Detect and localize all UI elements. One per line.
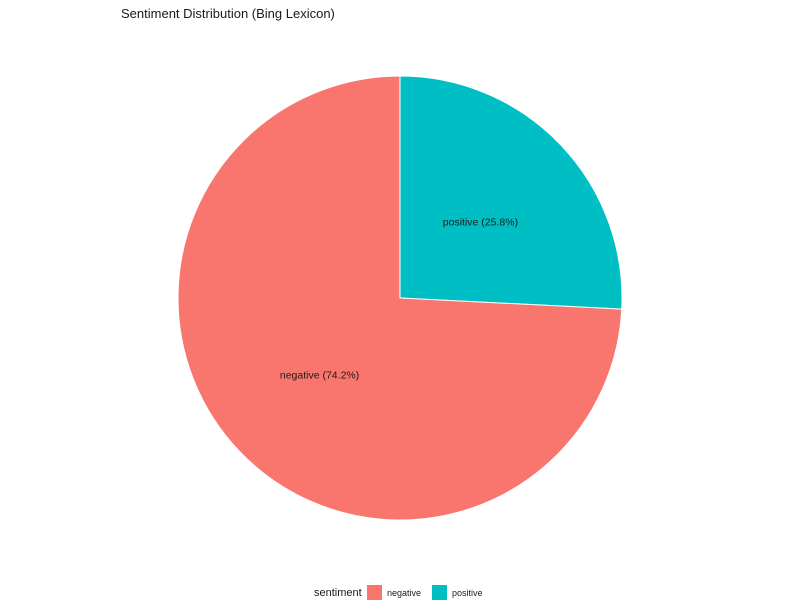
slice-label-negative: negative (74.2%)	[280, 369, 359, 381]
legend-label-positive: positive	[452, 588, 483, 598]
pie-slice-positive	[399, 75, 623, 310]
slice-label-positive: positive (25.8%)	[443, 217, 518, 229]
legend-title: sentiment	[314, 587, 362, 599]
legend-key-negative	[367, 585, 382, 600]
pie-slice-labels: positive (25.8%) negative (74.2%)	[280, 217, 518, 382]
pie-slice-negative	[177, 75, 623, 521]
chart-title: Sentiment Distribution (Bing Lexicon)	[121, 6, 335, 21]
legend-label-negative: negative	[387, 588, 421, 598]
legend: sentiment negative positive	[314, 585, 483, 600]
pie-slices	[177, 75, 623, 521]
legend-key-positive	[432, 585, 447, 600]
